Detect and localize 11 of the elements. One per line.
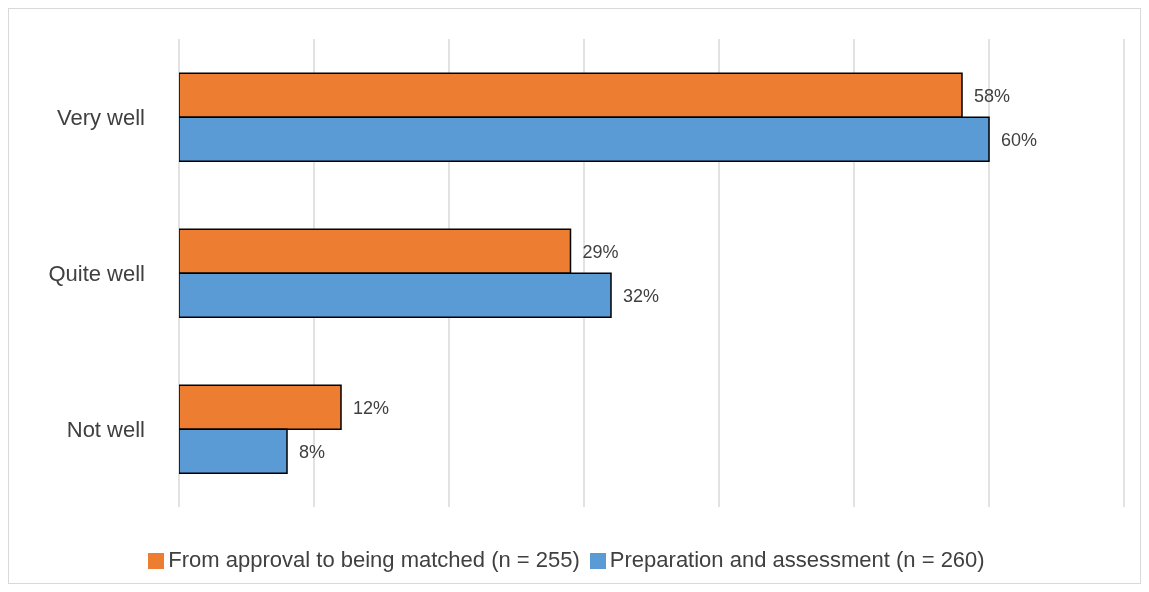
legend-label: Preparation and assessment (n = 260) [609, 547, 985, 572]
data-label: 12% [353, 397, 390, 418]
data-label: 60% [1001, 129, 1038, 150]
data-label: 58% [974, 85, 1011, 106]
y-tick-label: Not well [66, 416, 145, 442]
data-label: 32% [623, 285, 660, 306]
data-label: 29% [582, 241, 619, 262]
y-tick-label: Quite well [48, 260, 145, 286]
legend-label: From approval to being matched (n = 255) [168, 547, 580, 572]
y-tick-label: Very well [56, 104, 145, 130]
data-label: 8% [299, 441, 326, 462]
